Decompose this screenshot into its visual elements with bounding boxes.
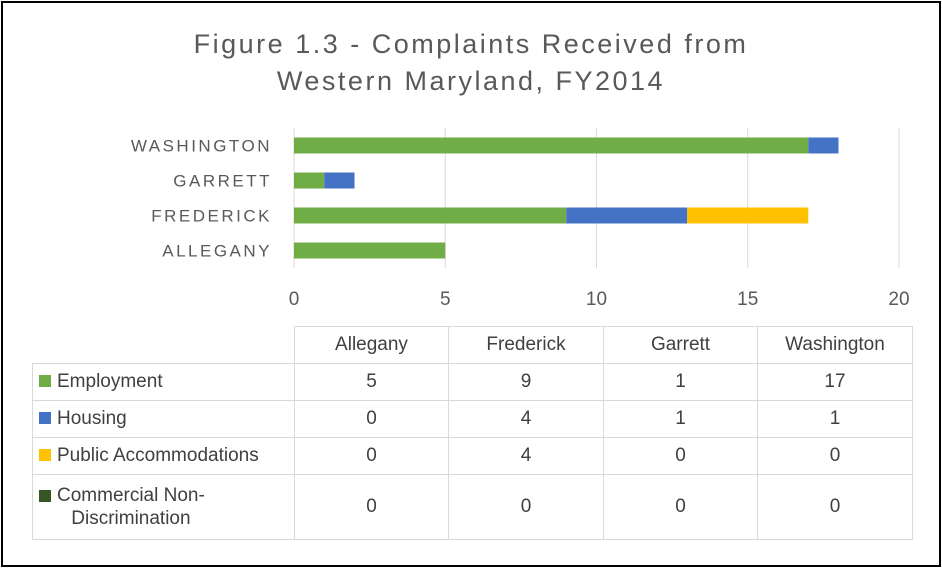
legend-key-employment [39, 374, 51, 387]
table-header-row: Allegany Frederick Garrett Washington [32, 326, 913, 364]
bar-segment [324, 172, 355, 189]
x-tick-label: 10 [586, 289, 607, 310]
bar-segment [808, 137, 839, 154]
y-category-label: WASHINGTON [131, 137, 272, 156]
bar-segment [294, 172, 325, 189]
y-category-label: FREDERICK [151, 207, 272, 226]
legend-label-public-accommodations: Public Accommodations [57, 445, 259, 466]
table-cell: 5 [294, 363, 449, 401]
bar-segment [294, 242, 446, 259]
chart-title: Figure 1.3 - Complaints Received from We… [0, 26, 942, 100]
table-cell: 0 [294, 474, 449, 540]
table-row-commercial-non-discrimination: Commercial Non- Discrimination 0 0 0 0 [32, 474, 913, 540]
table-header-frederick: Frederick [448, 326, 604, 364]
legend-entry-public-accommodations: Public Accommodations [32, 437, 295, 475]
legend-key-housing [39, 411, 51, 424]
legend-label-commercial-non-discrimination: Commercial Non- Discrimination [57, 484, 205, 530]
table-cell: 0 [294, 400, 449, 438]
table-cell: 0 [603, 437, 758, 475]
table-cell: 1 [603, 363, 758, 401]
legend-entry-commercial-non-discrimination: Commercial Non- Discrimination [32, 474, 295, 540]
legend-entry-employment: Employment [32, 363, 295, 401]
y-category-label: ALLEGANY [162, 242, 272, 261]
table-cell: 9 [448, 363, 604, 401]
table-corner-cell [32, 326, 295, 364]
bar-segment [687, 207, 809, 224]
data-table: Allegany Frederick Garrett Washington Em… [32, 326, 913, 540]
legend-label-line-2: Discrimination [71, 508, 191, 529]
table-cell: 1 [603, 400, 758, 438]
x-tick-label: 20 [888, 289, 909, 310]
legend-label-housing: Housing [57, 408, 127, 429]
x-tick-label: 0 [289, 289, 300, 310]
table-cell: 0 [294, 437, 449, 475]
bar-segment [566, 207, 688, 224]
legend-entry-housing: Housing [32, 400, 295, 438]
table-cell: 0 [757, 474, 913, 540]
legend-label-employment: Employment [57, 371, 163, 392]
table-cell: 4 [448, 437, 604, 475]
legend-key-public-accommodations [39, 448, 51, 461]
table-header-garrett: Garrett [603, 326, 758, 364]
bar-segment [294, 207, 567, 224]
table-row-employment: Employment 5 9 1 17 [32, 363, 913, 401]
bar-segment [294, 137, 809, 154]
table-cell: 17 [757, 363, 913, 401]
y-category-label: GARRETT [173, 172, 272, 191]
table-row-housing: Housing 0 4 1 1 [32, 400, 913, 438]
table-row-public-accommodations: Public Accommodations 0 4 0 0 [32, 437, 913, 475]
table-header-washington: Washington [757, 326, 913, 364]
table-cell: 1 [757, 400, 913, 438]
table-header-allegany: Allegany [294, 326, 449, 364]
x-tick-label: 5 [440, 289, 451, 310]
table-cell: 0 [603, 474, 758, 540]
table-cell: 4 [448, 400, 604, 438]
table-cell: 0 [757, 437, 913, 475]
x-tick-label: 15 [737, 289, 758, 310]
legend-label-line-1: Commercial Non- [57, 485, 205, 506]
chart-title-line-2: Western Maryland, FY2014 [276, 66, 666, 96]
legend-key-commercial-non-discrimination [39, 490, 51, 502]
table-cell: 0 [448, 474, 604, 540]
chart-title-line-1: Figure 1.3 - Complaints Received from [193, 29, 749, 59]
